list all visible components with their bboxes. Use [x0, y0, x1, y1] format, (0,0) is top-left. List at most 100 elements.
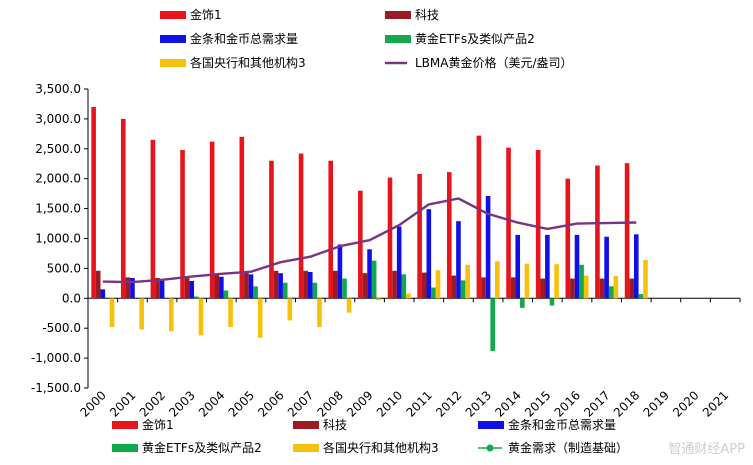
bar [333, 270, 338, 299]
bar [358, 190, 363, 299]
x-tick-label: 2019 [641, 388, 672, 419]
bar [633, 234, 639, 299]
legend-label: 金条和金币总需求量 [190, 31, 298, 46]
bar [595, 165, 600, 299]
bar [100, 289, 106, 299]
legend-swatch [478, 421, 504, 429]
legend-swatch [385, 35, 411, 43]
bar [303, 270, 308, 299]
y-tick-label: 1,000.0 [35, 232, 81, 246]
bar [95, 270, 101, 299]
bar [209, 141, 215, 299]
bar [608, 286, 614, 299]
bar [604, 236, 609, 299]
y-tick-label: 0.0 [62, 291, 81, 305]
bar [180, 149, 185, 299]
legend-swatch [112, 444, 138, 452]
bar [307, 271, 313, 299]
bar [282, 282, 288, 299]
price-line [102, 197, 637, 284]
bar [312, 282, 318, 299]
bar [549, 298, 555, 306]
bar [643, 260, 648, 299]
bar [189, 280, 195, 299]
bar [494, 261, 500, 299]
bar [278, 273, 283, 299]
y-axis: -1,500.0 -1,000.0 -500.0 0.0 500.0 1,000.0 1,5… [31, 82, 741, 395]
x-tick-label: 2018 [611, 388, 642, 419]
bar [524, 263, 530, 299]
bar [91, 106, 96, 299]
y-tick-label: 1,500.0 [35, 202, 81, 216]
legend-label: 金饰1 [142, 417, 174, 432]
legend-swatch [293, 421, 319, 429]
bar [570, 278, 575, 299]
bar [613, 276, 619, 299]
bar [554, 264, 559, 299]
bar [535, 149, 541, 299]
bar [624, 163, 630, 299]
bar [456, 221, 461, 299]
bar [257, 298, 263, 338]
legend-swatch [112, 421, 138, 429]
x-tick-label: 2012 [433, 388, 464, 419]
bar [228, 298, 233, 328]
bar [629, 278, 634, 299]
bar [337, 244, 343, 299]
bar [109, 298, 115, 328]
y-tick-label: 2,000.0 [35, 172, 81, 186]
legend-swatch [160, 59, 186, 67]
bar [125, 277, 131, 299]
bar [431, 287, 436, 299]
bar-series [91, 106, 648, 351]
bar [465, 264, 470, 299]
bar [342, 278, 347, 299]
legend-label: 科技 [323, 418, 347, 432]
x-tick-label: 2013 [463, 388, 494, 419]
legend-swatch [293, 444, 319, 452]
bar [583, 275, 589, 299]
legend-label: 金条和金币总需求量 [508, 417, 616, 432]
legend-label: 黄金需求（制造基础） [508, 440, 628, 455]
bar [219, 276, 224, 299]
y-tick-label: 2,500.0 [35, 142, 81, 156]
y-tick-label: 3,500.0 [35, 82, 81, 96]
x-tick-label: 2000 [77, 388, 108, 419]
bar [376, 298, 382, 301]
bar [421, 272, 427, 299]
bar [460, 280, 466, 299]
bar [545, 234, 550, 299]
bar [435, 270, 441, 299]
legend-label: 科技 [415, 8, 439, 22]
x-axis: 2000200120022003200420052006200720082009… [77, 388, 731, 419]
legend-swatch [160, 11, 186, 19]
bar [214, 273, 220, 299]
bar [638, 294, 644, 299]
legend-marker [486, 444, 494, 452]
bar [239, 136, 245, 299]
bar [120, 118, 126, 299]
legend-swatch [160, 35, 186, 43]
bar [317, 298, 322, 328]
x-tick-label: 2004 [196, 388, 227, 419]
bar [194, 296, 199, 299]
bar [426, 209, 432, 299]
bar [540, 278, 546, 299]
x-tick-label: 2010 [374, 388, 405, 419]
bar [253, 286, 258, 299]
x-tick-label: 2001 [107, 388, 138, 419]
x-tick-label: 2006 [255, 388, 286, 419]
bar [223, 290, 229, 299]
bar [168, 298, 174, 332]
legend-label: 金饰1 [190, 7, 222, 22]
bar [198, 298, 204, 336]
bar [130, 277, 135, 299]
x-tick-label: 2005 [226, 388, 257, 419]
bar [371, 260, 377, 299]
bar [155, 277, 160, 299]
y-tick-label: 500.0 [47, 261, 81, 275]
x-tick-label: 2016 [552, 388, 583, 419]
y-tick-label: 3,000.0 [35, 112, 81, 126]
